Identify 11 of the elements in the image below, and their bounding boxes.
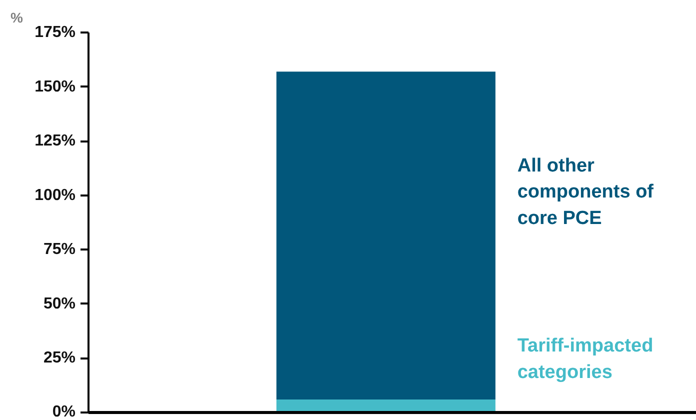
y-tick-label: 125% — [34, 132, 76, 150]
y-tick-label: 150% — [34, 78, 76, 96]
y-tick-label: 100% — [34, 186, 76, 204]
series-label: All other components of core PCE — [517, 155, 654, 229]
y-tick-label: 25% — [43, 350, 76, 367]
y-tick-label: 0% — [52, 404, 76, 420]
y-tick-label: 175% — [34, 24, 76, 41]
y-axis-title: % — [10, 10, 24, 26]
y-tick-label: 50% — [43, 295, 76, 312]
y-tick-label: 75% — [43, 241, 76, 258]
series-label: Tariff-impacted categories — [517, 336, 654, 383]
